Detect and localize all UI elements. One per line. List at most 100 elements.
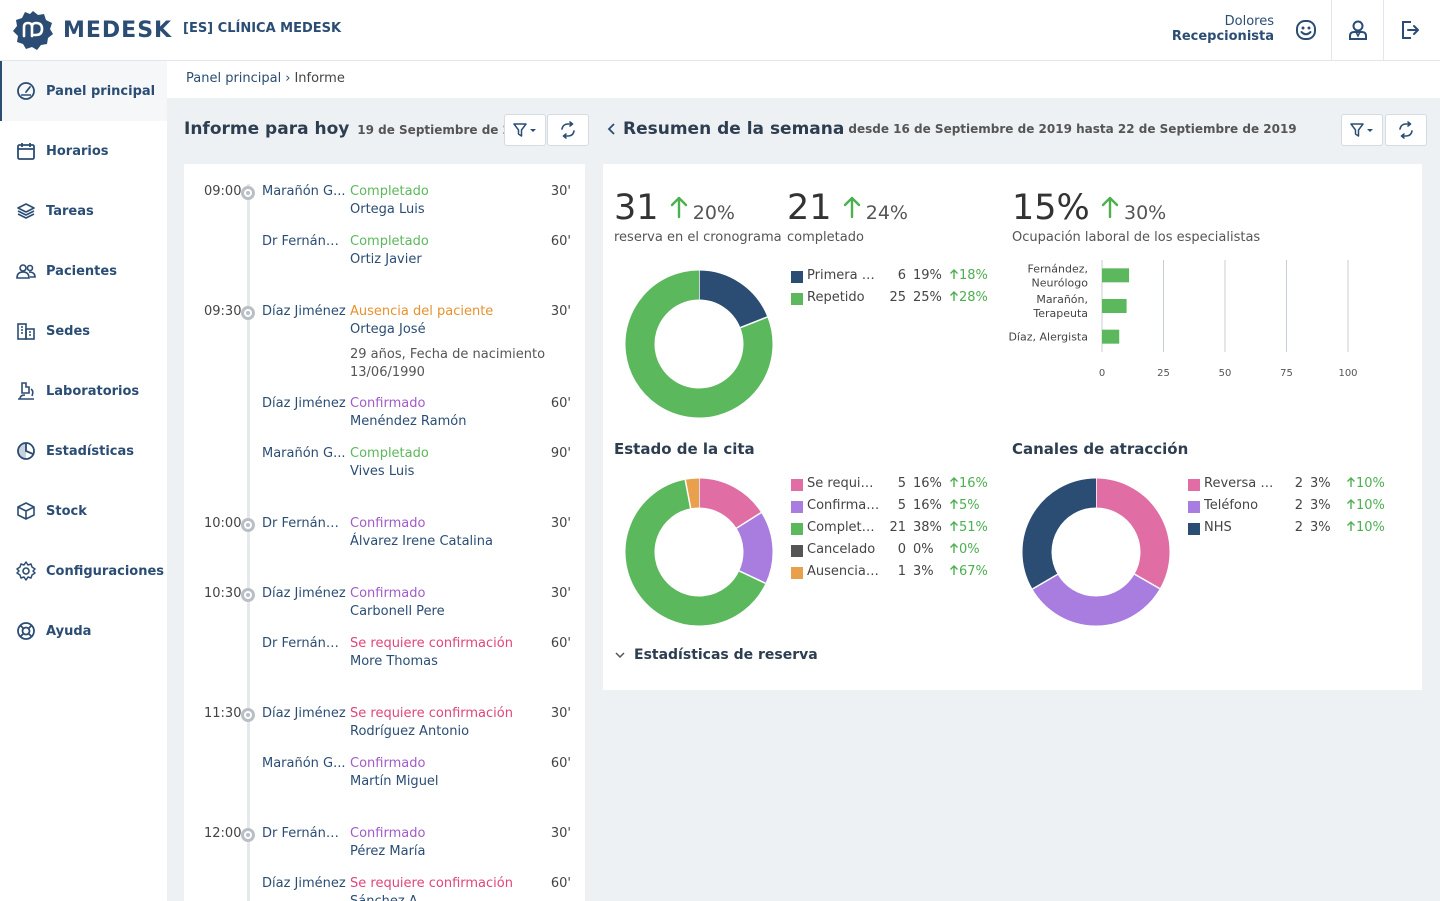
legend-item[interactable]: Primera vez 6 19% 18% xyxy=(791,268,991,290)
timeline-dot xyxy=(241,518,255,532)
legend-trend: 67% xyxy=(949,564,988,579)
reservations-legend: Primera vez 6 19% 18% Repetido 25 25% 28% xyxy=(791,268,991,312)
agenda-appointment[interactable]: 10:00 Dr Fernánd... Confirmado Álvarez Iren… xyxy=(184,516,585,556)
week-refresh-button[interactable] xyxy=(1385,114,1427,146)
legend-percent-value: 25 xyxy=(913,290,930,305)
sidebar-item-laboratorios[interactable]: Laboratorios xyxy=(0,361,167,421)
donut-slice[interactable] xyxy=(1032,573,1160,626)
booking-stats-toggle[interactable]: Estadísticas de reserva xyxy=(614,647,818,663)
appointment-duration: 30' xyxy=(550,826,571,841)
legend-item[interactable]: Confirmado 5 16% 5% xyxy=(791,498,991,520)
timeline-dot xyxy=(241,306,255,320)
agenda-appointment[interactable]: Marañón G... Confirmado Martín Miguel 60' xyxy=(184,756,585,796)
feedback-button[interactable] xyxy=(1280,0,1332,60)
sidebar-item-estadisticas[interactable]: Estadísticas xyxy=(0,421,167,481)
appointment-patient[interactable]: Menéndez Ramón xyxy=(350,414,467,429)
donut-slice[interactable] xyxy=(1022,478,1097,590)
kpi-occupancy: 15% 30% Ocupación laboral de los especia… xyxy=(1012,188,1260,245)
legend-percent-value: 19 xyxy=(913,268,930,283)
legend-item[interactable]: Completado 21 38% 51% xyxy=(791,520,991,542)
appointment-duration: 60' xyxy=(550,756,571,771)
agenda-appointment[interactable]: Marañón G... Completado Vives Luis 90' xyxy=(184,446,585,486)
today-refresh-button[interactable] xyxy=(547,114,589,146)
breadcrumb-current: Informe xyxy=(294,71,345,86)
appointment-patient[interactable]: Vives Luis xyxy=(350,464,415,479)
legend-label: Completado xyxy=(807,520,881,535)
timeline-dot xyxy=(241,828,255,842)
bar[interactable] xyxy=(1102,268,1130,283)
refresh-icon xyxy=(1399,121,1413,139)
logo-text: MEDESK xyxy=(63,17,173,43)
legend-item[interactable]: Ausencia ... 1 3% 67% xyxy=(791,564,991,586)
legend-item[interactable]: NHS 2 3% 10% xyxy=(1188,520,1388,542)
legend-swatch xyxy=(1188,479,1200,491)
gear-icon xyxy=(16,561,36,581)
clinic-name[interactable]: [ES] CLÍNICA MEDESK xyxy=(183,21,342,36)
user-role: Recepcionista xyxy=(1171,29,1274,44)
today-filter-button[interactable] xyxy=(504,114,546,146)
slice-separator xyxy=(738,570,766,584)
sidebar-item-pacientes[interactable]: Pacientes xyxy=(0,241,167,301)
donut-slice[interactable] xyxy=(625,479,766,626)
agenda-appointment[interactable]: 11:30 Díaz Jiménez Se requiere confirmació… xyxy=(184,706,585,746)
appointment-patient[interactable]: Ortega José xyxy=(350,322,426,337)
legend-trend-value: 10% xyxy=(1356,476,1385,491)
donut-slice[interactable] xyxy=(698,270,768,329)
sidebar-item-ayuda[interactable]: Ayuda xyxy=(0,601,167,661)
sidebar-item-panel-principal[interactable]: Panel principal xyxy=(0,61,167,121)
appointment-patient[interactable]: Martín Miguel xyxy=(350,774,439,789)
sidebar-item-tareas[interactable]: Tareas xyxy=(0,181,167,241)
appointment-patient[interactable]: Pérez María xyxy=(350,844,426,859)
legend-item[interactable]: Reversa d... 2 3% 10% xyxy=(1188,476,1388,498)
channels-donut-chart xyxy=(1022,478,1170,626)
agenda-appointment[interactable]: 12:00 Dr Fernánd... Confirmado Pérez María 3… xyxy=(184,826,585,866)
legend-item[interactable]: Se requier... 5 16% 16% xyxy=(791,476,991,498)
profile-button[interactable] xyxy=(1331,0,1383,60)
agenda-appointment[interactable]: Dr Fernánd... Se requiere confirmación Mor… xyxy=(184,636,585,676)
donut-slice[interactable] xyxy=(698,478,762,529)
appointment-status: Confirmado xyxy=(350,396,426,411)
sidebar-item-configuraciones[interactable]: Configuraciones xyxy=(0,541,167,601)
appointment-time: 10:00 xyxy=(204,516,242,531)
sidebar-item-stock[interactable]: Stock xyxy=(0,481,167,541)
appointment-patient[interactable]: More Thomas xyxy=(350,654,438,669)
appointment-patient[interactable]: Sánchez A... xyxy=(350,894,430,901)
legend-trend: 10% xyxy=(1346,476,1385,491)
legend-trend: 16% xyxy=(949,476,988,491)
agenda-appointment[interactable]: 09:00 Marañón G... Completado Ortega Luis 30… xyxy=(184,184,585,224)
logout-button[interactable] xyxy=(1383,0,1435,60)
donut-slice[interactable] xyxy=(685,478,700,509)
agenda-appointment[interactable]: 10:30 Díaz Jiménez Confirmado Carbonell Per… xyxy=(184,586,585,626)
kpi-value: 21 xyxy=(787,188,832,228)
medesk-logo-icon xyxy=(13,11,53,50)
legend-item[interactable]: Teléfono 2 3% 10% xyxy=(1188,498,1388,520)
appointment-patient[interactable]: Álvarez Irene Catalina xyxy=(350,534,493,549)
donut-slice[interactable] xyxy=(1095,478,1170,589)
agenda-appointment[interactable]: 09:30 Díaz Jiménez Ausencia del paciente Or… xyxy=(184,304,585,394)
donut-slice[interactable] xyxy=(625,270,773,418)
sidebar-item-horarios[interactable]: Horarios xyxy=(0,121,167,181)
legend-item[interactable]: Repetido 25 25% 28% xyxy=(791,290,991,312)
legend-item[interactable]: Cancelado 0 0% 0% xyxy=(791,542,991,564)
breadcrumb-root[interactable]: Panel principal xyxy=(186,71,282,86)
appointment-patient[interactable]: Ortiz Javier xyxy=(350,252,422,267)
bar[interactable] xyxy=(1102,299,1127,313)
donut-slice[interactable] xyxy=(736,512,773,584)
appointment-duration: 30' xyxy=(550,706,571,721)
legend-label: Confirmado xyxy=(807,498,881,513)
appointment-patient[interactable]: Rodríguez Antonio xyxy=(350,724,470,739)
appointment-patient[interactable]: Carbonell Pere xyxy=(350,604,445,619)
agenda-appointment[interactable]: Díaz Jiménez Se requiere confirmación Sánc… xyxy=(184,876,585,901)
bar[interactable] xyxy=(1102,329,1120,344)
legend-trend-value: 51% xyxy=(959,520,988,535)
chevron-left-icon[interactable] xyxy=(605,122,619,136)
legend-percent: 19% xyxy=(913,268,942,283)
week-filter-button[interactable] xyxy=(1341,114,1383,146)
appointment-patient[interactable]: Ortega Luis xyxy=(350,202,425,217)
agenda-appointment[interactable]: Dr Fernánd... Completado Ortiz Javier 60' xyxy=(184,234,585,274)
statistics-icon xyxy=(17,442,35,460)
agenda-appointment[interactable]: Díaz Jiménez Confirmado Menéndez Ramón 60' xyxy=(184,396,585,436)
sidebar-item-sedes[interactable]: Sedes xyxy=(0,301,167,361)
logo[interactable]: MEDESK xyxy=(13,10,172,50)
user-info[interactable]: Dolores Recepcionista xyxy=(1172,14,1274,44)
